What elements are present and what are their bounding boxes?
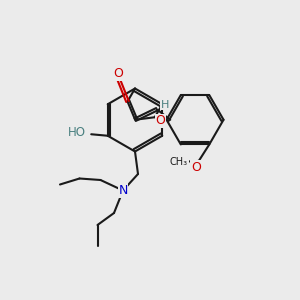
Text: O: O [155, 114, 165, 127]
Text: CH₃: CH₃ [170, 157, 188, 166]
Text: N: N [118, 184, 128, 197]
Text: O: O [114, 67, 123, 80]
Text: H: H [161, 100, 169, 110]
Text: O: O [191, 161, 201, 174]
Text: HO: HO [68, 126, 86, 139]
